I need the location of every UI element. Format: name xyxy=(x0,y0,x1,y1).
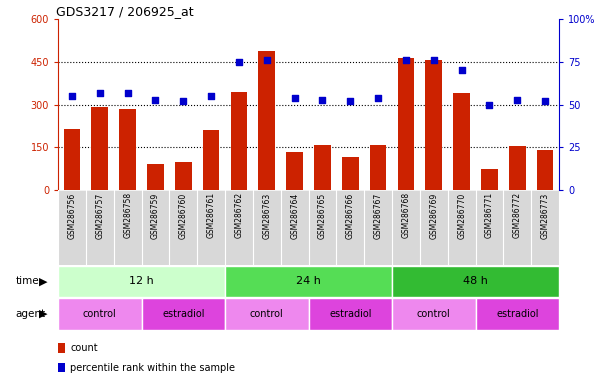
Text: control: control xyxy=(250,309,284,319)
Text: estradiol: estradiol xyxy=(329,309,371,319)
Bar xyxy=(64,129,80,190)
Bar xyxy=(92,108,108,190)
Text: ▶: ▶ xyxy=(38,276,47,286)
Text: ▶: ▶ xyxy=(38,309,47,319)
Point xyxy=(513,96,522,103)
Bar xyxy=(58,266,225,297)
Text: GSM286756: GSM286756 xyxy=(67,192,76,238)
Text: control: control xyxy=(83,309,117,319)
Bar xyxy=(370,144,387,190)
Bar xyxy=(481,169,498,190)
Text: 24 h: 24 h xyxy=(296,276,321,286)
Point xyxy=(429,57,439,63)
Text: percentile rank within the sample: percentile rank within the sample xyxy=(70,362,235,373)
Bar xyxy=(147,164,164,190)
Bar xyxy=(142,298,225,329)
Text: GSM286768: GSM286768 xyxy=(401,192,411,238)
Point xyxy=(457,68,467,74)
Text: GSM286773: GSM286773 xyxy=(541,192,550,238)
Point xyxy=(123,89,133,96)
Bar xyxy=(398,58,414,190)
Text: GSM286771: GSM286771 xyxy=(485,192,494,238)
Point xyxy=(345,98,355,104)
Text: control: control xyxy=(417,309,451,319)
Bar xyxy=(453,93,470,190)
Bar xyxy=(287,152,303,190)
Text: count: count xyxy=(70,343,98,353)
Bar xyxy=(58,298,142,329)
Bar xyxy=(342,157,359,190)
Point xyxy=(318,96,327,103)
Bar xyxy=(537,150,554,190)
Text: GSM286767: GSM286767 xyxy=(374,192,382,238)
Point xyxy=(207,93,216,99)
Point xyxy=(290,95,299,101)
Bar xyxy=(225,266,392,297)
Text: GSM286760: GSM286760 xyxy=(179,192,188,238)
Text: GDS3217 / 206925_at: GDS3217 / 206925_at xyxy=(56,5,193,18)
Text: GSM286763: GSM286763 xyxy=(262,192,271,238)
Bar xyxy=(314,144,331,190)
Point xyxy=(150,96,160,103)
Bar xyxy=(225,298,309,329)
Bar xyxy=(230,92,247,190)
Bar xyxy=(203,130,219,190)
Bar xyxy=(509,146,525,190)
Text: time: time xyxy=(15,276,39,286)
Point xyxy=(401,57,411,63)
Text: GSM286757: GSM286757 xyxy=(95,192,104,238)
Bar xyxy=(258,51,275,190)
Text: GSM286766: GSM286766 xyxy=(346,192,355,238)
Bar xyxy=(425,61,442,190)
Text: GSM286764: GSM286764 xyxy=(290,192,299,238)
Text: estradiol: estradiol xyxy=(496,309,538,319)
Text: GSM286762: GSM286762 xyxy=(235,192,243,238)
Bar xyxy=(309,298,392,329)
Point xyxy=(262,57,272,63)
Point xyxy=(95,89,104,96)
Bar xyxy=(475,298,559,329)
Bar xyxy=(392,298,475,329)
Text: 12 h: 12 h xyxy=(129,276,154,286)
Point xyxy=(373,95,383,101)
Text: GSM286770: GSM286770 xyxy=(457,192,466,238)
Point xyxy=(234,59,244,65)
Bar xyxy=(175,162,192,190)
Text: GSM286761: GSM286761 xyxy=(207,192,216,238)
Point xyxy=(485,101,494,108)
Point xyxy=(67,93,77,99)
Text: GSM286772: GSM286772 xyxy=(513,192,522,238)
Text: GSM286769: GSM286769 xyxy=(430,192,438,238)
Text: 48 h: 48 h xyxy=(463,276,488,286)
Bar xyxy=(119,109,136,190)
Text: agent: agent xyxy=(15,309,45,319)
Text: GSM286758: GSM286758 xyxy=(123,192,132,238)
Point xyxy=(540,98,550,104)
Bar xyxy=(392,266,559,297)
Point xyxy=(178,98,188,104)
Text: GSM286759: GSM286759 xyxy=(151,192,160,238)
Text: estradiol: estradiol xyxy=(162,309,205,319)
Text: GSM286765: GSM286765 xyxy=(318,192,327,238)
